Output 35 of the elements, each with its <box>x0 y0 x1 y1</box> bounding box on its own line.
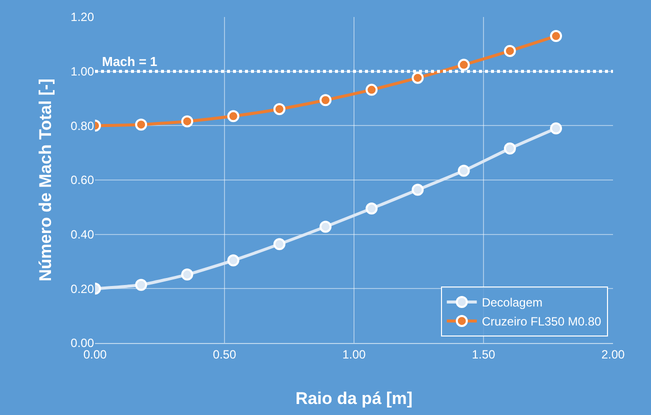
point <box>135 118 148 131</box>
point <box>273 103 286 116</box>
x-axis-title: Raio da pá [m] <box>295 389 413 408</box>
point <box>320 94 332 106</box>
y-tick-label: 0.40 <box>70 228 94 242</box>
legend-label: Cruzeiro FL350 M0.80 <box>482 314 602 329</box>
y-tick-label: 1.20 <box>70 10 94 24</box>
point <box>504 44 516 57</box>
point <box>273 238 286 250</box>
point <box>181 268 194 281</box>
point <box>135 278 148 291</box>
x-tick-label: 1.00 <box>342 347 366 362</box>
point <box>550 122 562 134</box>
point <box>320 220 332 233</box>
x-tick-label: 0.50 <box>212 347 236 362</box>
point <box>412 184 424 196</box>
point <box>366 84 378 96</box>
y-axis-title: Número de Mach Total [-] <box>36 78 55 282</box>
x-tick-label: 2.00 <box>601 347 625 362</box>
point <box>504 142 516 154</box>
point <box>181 115 194 128</box>
y-tick-label: 1.00 <box>70 64 94 79</box>
ref-line-label: Mach = 1 <box>102 54 158 69</box>
point <box>227 110 240 122</box>
point <box>366 202 378 215</box>
point <box>227 254 240 266</box>
point <box>458 164 470 177</box>
point <box>550 30 562 42</box>
y-tick-label: 0.20 <box>70 282 94 296</box>
point <box>458 58 470 71</box>
y-tick-label: 0.60 <box>70 173 94 188</box>
x-tick-label: 1.50 <box>472 347 496 362</box>
legend-label: Decolagem <box>482 296 543 310</box>
y-tick-label: 0.80 <box>70 118 94 133</box>
point <box>412 72 424 84</box>
